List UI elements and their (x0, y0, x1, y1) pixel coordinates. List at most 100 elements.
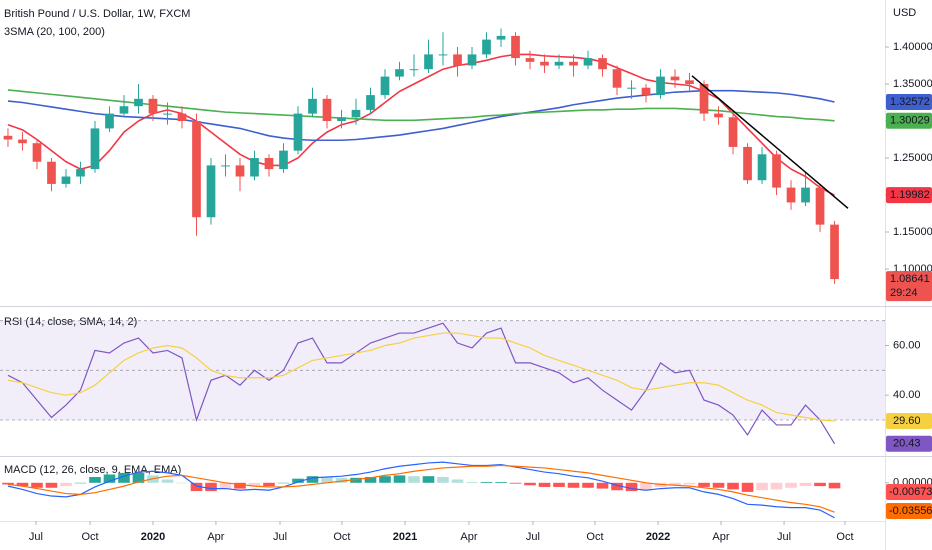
x-tick-label: Oct (333, 531, 350, 543)
histogram-bar (176, 482, 188, 484)
candle-body (337, 117, 346, 122)
candle-body (105, 113, 114, 129)
candle-body (627, 87, 636, 89)
indicator-title: MACD (12, 26, close, 9, EMA, EMA) (4, 464, 181, 476)
rsi-band (0, 320, 885, 420)
histogram-bar (277, 482, 290, 484)
x-tick-label: Oct (586, 531, 603, 543)
histogram-bar (248, 482, 261, 487)
histogram-bar (132, 472, 145, 483)
last-value-label: -0.00673 (889, 486, 932, 498)
y-tick-label: 60.00 (893, 339, 921, 351)
histogram-bar (582, 482, 594, 488)
x-tick-label: Jul (273, 531, 287, 543)
histogram-bar (727, 482, 739, 490)
x-tick-label: 2020 (141, 531, 165, 543)
candle-body (685, 80, 694, 85)
histogram-bar (698, 482, 710, 487)
candle-body (554, 61, 564, 66)
histogram-bar (611, 482, 623, 491)
candle-body (163, 113, 172, 115)
histogram-bar (60, 482, 72, 487)
candle-body (279, 150, 288, 170)
histogram-bar (234, 482, 246, 489)
candle-body (366, 95, 375, 110)
candle-body (540, 61, 549, 66)
last-value-bg (886, 435, 932, 452)
histogram-bar (683, 482, 696, 485)
histogram-bar (553, 482, 565, 487)
y-tick-label: 1.15000 (893, 226, 932, 238)
last-value-label: 1.19982 (890, 189, 930, 201)
histogram-bar (451, 479, 464, 483)
candle-body (424, 54, 433, 70)
candle-body (598, 58, 607, 70)
histogram-bar (103, 474, 116, 483)
candle-body (76, 169, 85, 177)
last-value-label: 1.32572 (890, 96, 930, 108)
histogram-bar (219, 482, 232, 489)
histogram-bar (2, 482, 14, 485)
last-value-bg (886, 484, 932, 500)
candle-body (61, 176, 71, 184)
histogram-bar (292, 478, 304, 483)
x-tick-label: Apr (207, 531, 224, 543)
candle-body (395, 69, 404, 77)
histogram-bar (524, 482, 536, 486)
histogram-bar (480, 481, 493, 483)
candle-body (482, 39, 491, 55)
candle-body (728, 117, 738, 147)
candle-body (467, 54, 477, 66)
candle-body (3, 135, 13, 140)
candle-body (511, 35, 520, 59)
histogram-bar (437, 477, 449, 483)
last-value-bg (886, 112, 932, 129)
histogram-bar (408, 476, 420, 483)
candle-body (815, 187, 825, 225)
candle-body (743, 146, 752, 181)
last-price-bg (886, 271, 932, 302)
histogram-bar (770, 482, 783, 490)
candle-body (409, 69, 419, 71)
x-tick-label: Jul (526, 531, 540, 543)
histogram-bar (74, 482, 87, 484)
candle-body (612, 69, 622, 88)
histogram-bar (814, 482, 826, 487)
candle-body (119, 106, 129, 114)
chart-title: British Pound / U.S. Dollar, 1W, FXCM (4, 8, 190, 20)
candle-body (714, 113, 723, 118)
indicator-title: RSI (14, close, SMA, 14, 2) (4, 316, 137, 328)
x-tick-label: Oct (836, 531, 853, 543)
histogram-bar (31, 482, 43, 488)
last-value-label: -0.03556 (889, 505, 932, 517)
x-tick-label: 2021 (393, 531, 417, 543)
histogram-bar (350, 477, 362, 483)
y-tick-label: 1.35000 (893, 78, 932, 90)
candle-body (656, 76, 665, 96)
histogram-bar (393, 475, 406, 483)
histogram-bar (712, 482, 725, 488)
candle-body (293, 113, 303, 151)
candle-body (496, 35, 506, 40)
last-value-bg (886, 93, 932, 110)
candle-body (772, 154, 781, 188)
last-value-bg (886, 187, 932, 204)
histogram-bar (741, 482, 754, 492)
candle-body (786, 187, 796, 203)
candle-body (525, 58, 535, 62)
candle-body (438, 54, 448, 56)
candle-body (148, 98, 158, 114)
histogram-bar (625, 482, 638, 492)
histogram-bar (756, 482, 768, 491)
candle-body (380, 76, 390, 96)
histogram-bar (306, 476, 319, 483)
candle-body (757, 154, 767, 181)
candle-body (177, 113, 187, 122)
candle-body (264, 158, 274, 170)
candle-body (699, 84, 709, 114)
candle-body (801, 187, 810, 203)
histogram-bar (785, 482, 797, 488)
